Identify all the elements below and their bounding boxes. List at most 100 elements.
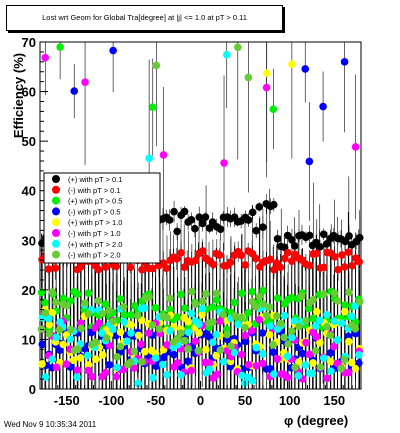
data-point — [213, 370, 221, 379]
data-point — [216, 346, 225, 354]
data-point — [98, 351, 107, 359]
data-point — [212, 330, 221, 339]
data-point — [63, 301, 71, 310]
data-point — [198, 247, 207, 255]
data-point — [101, 300, 110, 308]
data-point — [344, 337, 353, 346]
data-point — [45, 329, 54, 338]
data-point — [259, 349, 267, 358]
data-point — [202, 290, 210, 298]
data-point — [48, 288, 57, 296]
x-tick-label: -150 — [54, 393, 80, 408]
data-point — [287, 257, 296, 265]
data-point — [83, 351, 92, 360]
legend-marker — [52, 239, 60, 248]
data-point — [81, 78, 89, 86]
data-point — [238, 289, 246, 298]
data-point — [241, 337, 250, 346]
data-point — [255, 315, 264, 324]
data-point — [165, 216, 174, 224]
data-point — [127, 311, 135, 319]
data-point — [188, 287, 196, 296]
data-point — [287, 327, 296, 335]
data-point — [333, 297, 342, 305]
data-point — [59, 294, 68, 303]
data-point — [231, 312, 239, 320]
data-point — [70, 87, 79, 95]
data-point — [201, 213, 210, 221]
data-point — [119, 302, 128, 311]
data-point — [330, 253, 339, 261]
data-point — [351, 143, 360, 151]
data-point — [180, 207, 189, 216]
data-point — [309, 314, 317, 323]
data-point — [116, 342, 125, 351]
data-point — [187, 216, 196, 224]
data-point — [348, 261, 357, 270]
data-point — [127, 321, 136, 329]
data-point — [187, 366, 196, 375]
data-point — [102, 368, 110, 377]
data-point — [241, 323, 249, 332]
data-point — [148, 103, 157, 111]
data-point — [134, 331, 143, 340]
data-point — [269, 348, 278, 356]
data-point — [151, 304, 160, 312]
data-point — [355, 297, 364, 306]
data-point — [170, 350, 178, 359]
data-point — [173, 334, 182, 343]
data-point — [73, 290, 82, 298]
y-tick-label: 10 — [22, 332, 36, 347]
data-point — [259, 286, 267, 295]
data-point — [44, 265, 53, 273]
data-point — [166, 294, 174, 303]
data-point — [95, 319, 103, 328]
data-point — [94, 297, 103, 305]
data-point — [76, 263, 85, 271]
data-point — [230, 298, 239, 307]
data-point — [262, 311, 271, 320]
data-point — [219, 310, 228, 319]
data-point — [252, 343, 261, 352]
data-point — [265, 330, 274, 339]
data-point — [244, 216, 253, 224]
data-point — [347, 358, 356, 367]
data-point — [294, 358, 303, 366]
data-point — [315, 316, 324, 325]
data-point — [81, 299, 89, 307]
data-point — [259, 300, 267, 308]
data-point — [41, 373, 50, 381]
data-point — [41, 53, 50, 62]
data-point — [330, 342, 338, 351]
data-point — [170, 207, 178, 216]
data-point — [305, 304, 313, 313]
data-point — [126, 263, 135, 272]
data-point — [290, 242, 299, 250]
legend-label: (+) with pT > 0.5 — [68, 197, 122, 206]
data-point — [113, 352, 121, 361]
data-point — [316, 338, 324, 347]
data-point — [59, 340, 68, 349]
legend-marker — [52, 185, 60, 194]
data-point — [195, 320, 203, 329]
data-point — [134, 379, 142, 388]
data-point — [191, 256, 200, 265]
data-point — [126, 358, 135, 366]
data-point — [184, 328, 193, 337]
data-point — [184, 345, 192, 353]
data-point — [252, 361, 261, 370]
data-point — [241, 331, 250, 340]
data-point — [340, 58, 349, 66]
data-point — [272, 312, 281, 320]
data-point — [280, 311, 289, 320]
data-point — [140, 347, 149, 356]
data-point — [269, 200, 278, 209]
data-point — [45, 314, 53, 323]
data-point — [52, 333, 61, 342]
data-point — [206, 359, 214, 367]
data-point — [326, 357, 335, 366]
data-point — [205, 365, 214, 374]
legend-marker — [52, 229, 60, 237]
data-point — [290, 316, 299, 325]
chart-title: Lost wrt Geom for Global Tra[degree] at … — [42, 13, 247, 22]
